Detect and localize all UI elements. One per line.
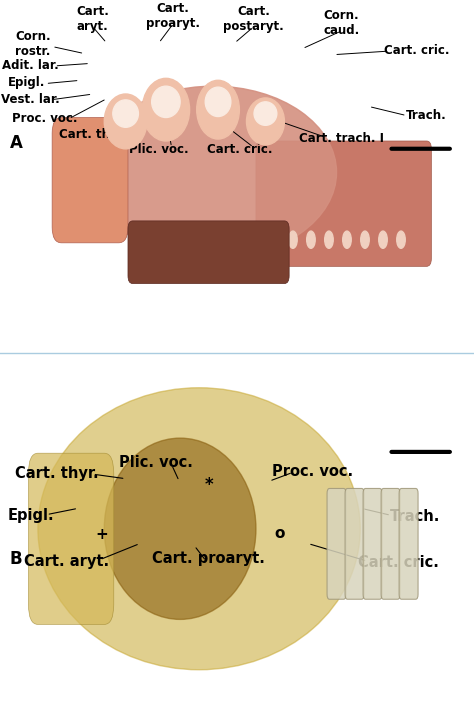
Ellipse shape xyxy=(325,231,333,248)
Text: Adit. lar.: Adit. lar. xyxy=(2,59,59,72)
Text: Trach.: Trach. xyxy=(406,109,447,122)
Ellipse shape xyxy=(397,231,405,248)
Ellipse shape xyxy=(152,86,180,118)
Text: +: + xyxy=(96,527,108,541)
Text: Cart. thyr.: Cart. thyr. xyxy=(15,465,99,481)
Text: Cart. cric.: Cart. cric. xyxy=(384,44,450,56)
Text: Cart.
proaryt.: Cart. proaryt. xyxy=(146,2,200,30)
Ellipse shape xyxy=(254,102,277,125)
Ellipse shape xyxy=(142,78,190,141)
Ellipse shape xyxy=(104,94,147,149)
Text: Epigl.: Epigl. xyxy=(8,76,45,90)
Ellipse shape xyxy=(271,231,279,248)
Text: o: o xyxy=(274,526,285,541)
Text: Cart. cric.: Cart. cric. xyxy=(207,143,272,157)
Text: Cart. proaryt.: Cart. proaryt. xyxy=(152,551,265,566)
FancyBboxPatch shape xyxy=(345,489,364,599)
Text: Plic. voc.: Plic. voc. xyxy=(119,455,193,470)
FancyBboxPatch shape xyxy=(399,489,418,599)
Text: B: B xyxy=(9,550,22,568)
Text: Cart.
aryt.: Cart. aryt. xyxy=(76,6,109,33)
Ellipse shape xyxy=(343,231,351,248)
FancyBboxPatch shape xyxy=(28,453,114,625)
FancyBboxPatch shape xyxy=(327,489,346,599)
Ellipse shape xyxy=(361,231,369,248)
Text: Corn.
rostr.: Corn. rostr. xyxy=(15,30,51,58)
Ellipse shape xyxy=(104,438,256,620)
Text: Proc. voc.: Proc. voc. xyxy=(12,111,78,125)
FancyBboxPatch shape xyxy=(256,141,431,266)
FancyBboxPatch shape xyxy=(363,489,382,599)
Text: Vest. lar.: Vest. lar. xyxy=(1,93,60,106)
Text: Corn.
caud.: Corn. caud. xyxy=(323,9,359,37)
FancyBboxPatch shape xyxy=(381,489,400,599)
Ellipse shape xyxy=(307,231,315,248)
Ellipse shape xyxy=(90,86,337,259)
Text: Proc. voc.: Proc. voc. xyxy=(272,464,354,479)
Ellipse shape xyxy=(246,98,284,145)
Text: Epigl.: Epigl. xyxy=(8,508,54,523)
Text: *: * xyxy=(204,476,213,494)
Text: A: A xyxy=(9,134,22,152)
Ellipse shape xyxy=(38,388,360,670)
Ellipse shape xyxy=(289,231,297,248)
Text: Trach.: Trach. xyxy=(390,509,440,524)
Text: Cart. cric.: Cart. cric. xyxy=(358,555,438,570)
Ellipse shape xyxy=(205,87,231,116)
FancyBboxPatch shape xyxy=(52,118,128,243)
Text: Cart. thyr.: Cart. thyr. xyxy=(59,128,126,141)
Text: Cart. aryt.: Cart. aryt. xyxy=(24,553,109,569)
Text: Plic. voc.: Plic. voc. xyxy=(129,143,189,157)
Ellipse shape xyxy=(113,100,138,128)
Text: Cart. trach. I: Cart. trach. I xyxy=(299,132,384,145)
Ellipse shape xyxy=(197,80,239,139)
Text: Cart.
postaryt.: Cart. postaryt. xyxy=(223,6,284,33)
FancyBboxPatch shape xyxy=(128,221,289,283)
Ellipse shape xyxy=(379,231,387,248)
